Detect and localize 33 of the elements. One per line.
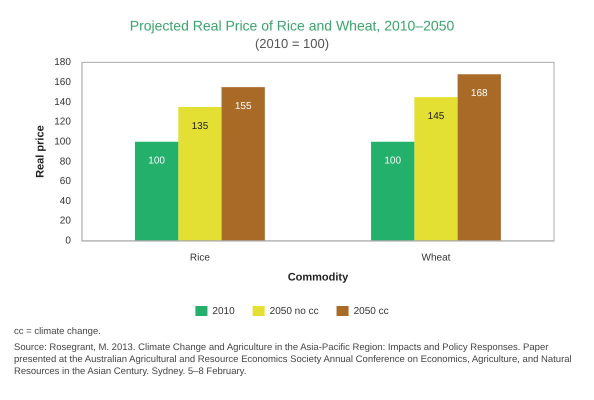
bar xyxy=(178,107,222,241)
y-tick-label: 160 xyxy=(54,76,72,88)
legend-label: 2010 xyxy=(212,306,236,317)
y-tick-label: 80 xyxy=(60,156,72,168)
data-label: 145 xyxy=(428,110,445,122)
y-tick-label: 20 xyxy=(60,216,72,227)
bar xyxy=(371,142,414,241)
data-label: 135 xyxy=(192,120,209,132)
bar xyxy=(135,142,178,241)
x-tick-label: Rice xyxy=(190,252,210,264)
y-tick-label: 140 xyxy=(54,96,72,108)
bar xyxy=(414,97,458,241)
source-note: Source: Rosegrant, M. 2013. Climate Change and Agriculture in the Asia-Pacific Region: Impacts and Policy Responses. Paper presented at the Australian Agricultural and Resource Economics Society Annual Conference on Economics, Agriculture, and Natural Resources in the Asian Century. Sydney. 5–8 February. xyxy=(14,342,573,378)
data-label: 100 xyxy=(148,155,166,166)
x-tick-label: Wheat xyxy=(422,252,451,264)
data-label: 168 xyxy=(470,88,488,100)
y-tick-label: 180 xyxy=(54,57,72,68)
y-tick-label: 0 xyxy=(65,236,72,247)
y-tick-label: 40 xyxy=(60,196,72,207)
y-tick-label: 120 xyxy=(54,116,72,128)
y-axis-title: Real price xyxy=(34,125,47,178)
data-label: 100 xyxy=(384,155,402,166)
chart-subtitle: (2010 = 100) xyxy=(254,36,330,52)
bar xyxy=(222,87,265,241)
chart-title: Projected Real Price of Rice and Wheat, 2010–2050 xyxy=(130,17,454,34)
legend-label: 2050 cc xyxy=(354,306,389,317)
legend-label: 2050 no cc xyxy=(270,306,319,317)
bar xyxy=(458,74,501,241)
data-label: 155 xyxy=(234,100,252,112)
text: cc = climate change. xyxy=(14,326,102,338)
x-axis-title: Commodity xyxy=(288,271,350,284)
y-tick-label: 60 xyxy=(60,176,72,188)
y-tick-label: 100 xyxy=(54,136,72,148)
